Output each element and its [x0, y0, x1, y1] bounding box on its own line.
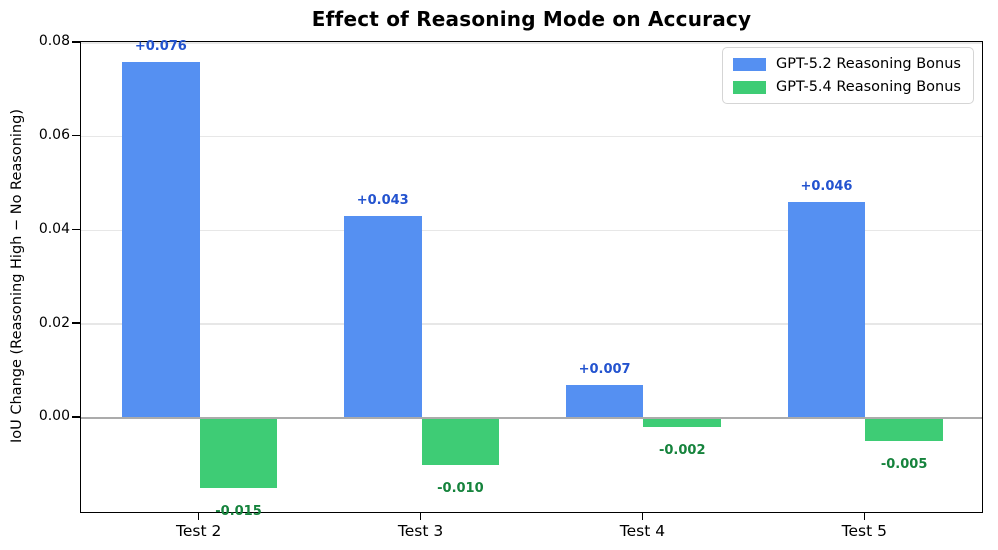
y-gridline [81, 323, 982, 325]
y-tick-label: 0.06 [38, 127, 70, 144]
y-tick-label: 0.02 [38, 314, 70, 331]
legend-swatch-blue [732, 57, 766, 71]
x-tick-label: Test 4 [619, 522, 666, 540]
x-tick-label: Test 5 [841, 522, 887, 540]
y-tick-label: 0.04 [38, 220, 70, 237]
bar-value-label: +0.046 [800, 179, 853, 195]
bar-value-label: +0.007 [578, 362, 631, 378]
chart-title: Effect of Reasoning Mode on Accuracy [311, 7, 752, 31]
bar-value-label: +0.043 [356, 193, 409, 209]
y-gridline [81, 42, 982, 44]
chart-legend: GPT-5.2 Reasoning Bonus GPT-5.4 Reasoning… [721, 47, 974, 104]
plot-area: +0.076 +0.043 +0.007 +0.046 -0.015 -0.010 -0.0… [80, 38, 983, 519]
legend-label: GPT-5.2 Reasoning Bonus [775, 56, 961, 72]
bar-gpt-5.2-test-4 [565, 385, 644, 418]
y-tick-label: 0.00 [38, 408, 70, 425]
y-tick-mark [72, 416, 80, 418]
x-tick-mark [641, 513, 644, 520]
legend-swatch-green [732, 80, 766, 94]
y-tick-mark [72, 41, 80, 43]
x-tick-mark [863, 513, 866, 520]
x-tick-mark [197, 513, 200, 520]
bar-gpt-5.2-test-2 [122, 61, 200, 418]
bar-value-label: -0.002 [658, 443, 706, 459]
y-gridline [81, 135, 982, 138]
bar-gpt-5.4-test-3 [421, 417, 500, 465]
bar-gpt-5.4-test-4 [643, 417, 722, 428]
legend-item: GPT-5.4 Reasoning Bonus [732, 79, 961, 95]
bar-gpt-5.4-test-5 [865, 417, 943, 442]
legend-item: GPT-5.2 Reasoning Bonus [732, 56, 961, 72]
bar-gpt-5.4-test-2 [199, 417, 278, 489]
bar-value-label: -0.015 [215, 504, 262, 520]
bar-value-label: +0.076 [134, 38, 187, 54]
bar-value-label: -0.005 [880, 457, 928, 473]
x-tick-label: Test 3 [397, 522, 444, 540]
bar-value-label: -0.010 [437, 480, 484, 496]
bar-gpt-5.2-test-3 [343, 216, 422, 418]
y-tick-mark [72, 228, 80, 231]
y-gridline [81, 229, 982, 232]
x-tick-label: Test 2 [176, 522, 222, 540]
bar-gpt-5.2-test-5 [787, 202, 866, 418]
y-tick-mark [72, 322, 80, 324]
x-tick-mark [419, 513, 422, 520]
zero-gridline [81, 416, 982, 419]
y-tick-label: 0.08 [38, 33, 70, 50]
y-tick-mark [72, 134, 80, 137]
legend-label: GPT-5.4 Reasoning Bonus [775, 79, 961, 95]
